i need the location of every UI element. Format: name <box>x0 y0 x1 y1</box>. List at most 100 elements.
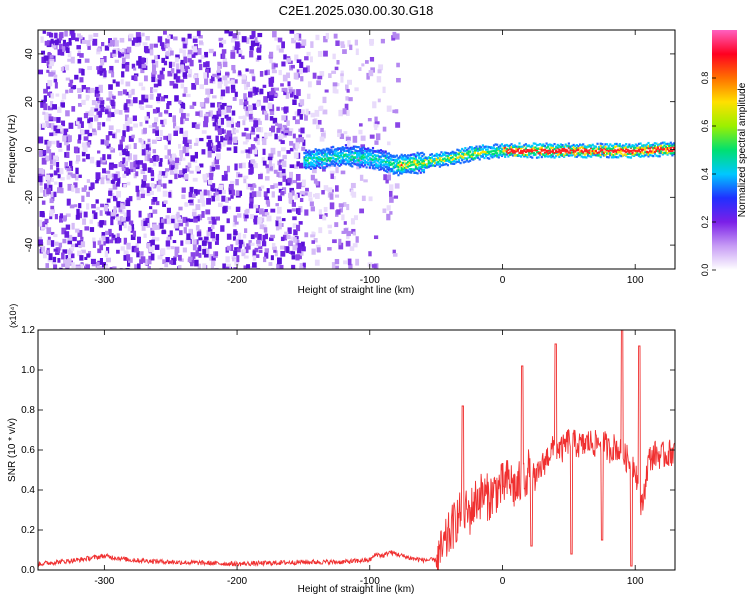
heatmap-cell <box>278 48 284 53</box>
heatmap-ridge-cell <box>416 151 419 154</box>
heatmap-cell <box>207 94 211 98</box>
heatmap-ridge-cell <box>634 149 637 152</box>
heatmap-ridge-cell <box>534 146 537 149</box>
heatmap-ridge-cell <box>547 152 550 155</box>
heatmap-ridge-cell <box>475 147 478 150</box>
heatmap-cell <box>173 223 179 229</box>
heatmap-cell <box>250 159 255 164</box>
heatmap-ridge-cell <box>397 156 400 159</box>
heatmap-cell <box>244 101 249 105</box>
heatmap-cell <box>136 60 141 66</box>
y-tick-label: 1.2 <box>21 325 35 336</box>
heatmap-ridge-cell <box>376 154 379 157</box>
heatmap-cell <box>109 239 114 244</box>
heatmap-cell <box>161 123 165 128</box>
heatmap-ridge-cell <box>481 153 484 156</box>
heatmap-ridge-cell <box>588 144 591 147</box>
heatmap-cell <box>77 139 81 144</box>
heatmap-ridge-cell <box>523 153 526 156</box>
heatmap-cell <box>117 91 123 96</box>
heatmap-ridge-cell <box>311 150 314 153</box>
heatmap-cell <box>289 30 295 34</box>
heatmap-cell <box>65 213 71 217</box>
heatmap-ridge-cell <box>504 153 507 156</box>
heatmap-ridge-cell <box>615 145 618 148</box>
heatmap-ridge-cell <box>590 146 593 150</box>
heatmap-cell <box>280 191 285 196</box>
heatmap-cell <box>330 173 334 179</box>
heatmap-cell <box>178 170 184 175</box>
heatmap-ridge-cell <box>413 154 416 157</box>
heatmap-cell <box>161 171 167 176</box>
heatmap-ridge-cell <box>583 145 586 148</box>
heatmap-cell <box>153 83 159 88</box>
heatmap-cell <box>125 65 130 72</box>
heatmap-cell <box>66 174 71 180</box>
heatmap-cell <box>79 255 84 261</box>
heatmap-cell <box>298 221 303 225</box>
heatmap-cell <box>105 247 110 254</box>
heatmap-ridge-cell <box>599 150 602 153</box>
heatmap-cell <box>288 131 293 136</box>
heatmap-cell <box>198 35 203 39</box>
heatmap-cell <box>338 109 344 117</box>
heatmap-cell <box>249 69 255 74</box>
heatmap-cell <box>317 75 323 80</box>
heatmap-ridge-cell <box>381 164 384 167</box>
heatmap-ridge-cell <box>564 144 567 147</box>
heatmap-cell <box>55 93 60 97</box>
heatmap-cell <box>140 169 146 175</box>
heatmap-ridge-cell <box>438 157 441 160</box>
heatmap-cell <box>124 61 130 66</box>
heatmap-cell <box>46 61 51 66</box>
heatmap-ridge-cell <box>355 149 359 153</box>
heatmap-ridge-cell <box>394 160 397 163</box>
heatmap-cell <box>105 236 110 244</box>
heatmap-ridge-cell <box>512 149 515 152</box>
heatmap-ridge-cell <box>371 146 375 150</box>
heatmap-ridge-cell <box>367 161 370 164</box>
snr-panel: -300 -200 -100 0 100 0.00.20.40.60.81.01.2 H… <box>7 304 676 595</box>
heatmap-cell <box>149 190 154 195</box>
heatmap-cell <box>203 62 208 68</box>
heatmap-cell <box>149 158 154 163</box>
heatmap-ridge-cell <box>512 151 515 154</box>
heatmap-cell <box>180 102 186 109</box>
heatmap-ridge-cell <box>378 165 381 168</box>
heatmap-cell <box>238 70 242 76</box>
heatmap-cell <box>121 217 126 222</box>
heatmap-ridge-cell <box>349 158 352 161</box>
heatmap-cell <box>325 32 330 40</box>
heatmap-ridge-cell <box>650 144 653 147</box>
heatmap-cell <box>238 49 243 54</box>
heatmap-cell <box>182 49 186 57</box>
heatmap-ridge-cell <box>604 150 607 154</box>
heatmap-ridge-cell <box>400 153 403 156</box>
heatmap-cell <box>132 97 138 104</box>
heatmap-cell <box>146 193 151 197</box>
heatmap-cell <box>221 175 226 181</box>
heatmap-ridge-cell <box>397 168 400 171</box>
heatmap-ridge-cell <box>346 160 349 164</box>
heatmap-cell <box>201 240 207 246</box>
heatmap-ridge-cell <box>655 146 658 149</box>
heatmap-cell <box>84 58 90 63</box>
heatmap-cell <box>180 112 186 119</box>
heatmap-cell <box>179 79 185 83</box>
heatmap-ridge-cell <box>395 165 398 168</box>
heatmap-ridge-cell <box>625 146 628 149</box>
heatmap-cell <box>133 143 137 150</box>
heatmap-cell <box>264 248 270 253</box>
heatmap-cell <box>95 172 101 180</box>
heatmap-ridge-cell <box>641 146 644 149</box>
heatmap-ridge-cell <box>476 147 480 150</box>
heatmap-cell <box>173 36 178 41</box>
heatmap-cell <box>269 108 275 116</box>
heatmap-ridge-cell <box>647 153 650 156</box>
heatmap-ridge-cell <box>500 143 504 146</box>
heatmap-cell <box>190 262 194 267</box>
heatmap-cell <box>210 265 215 269</box>
heatmap-ridge-cell <box>320 152 324 155</box>
heatmap-ridge-cell <box>378 151 381 154</box>
heatmap-ridge-cell <box>422 153 426 156</box>
